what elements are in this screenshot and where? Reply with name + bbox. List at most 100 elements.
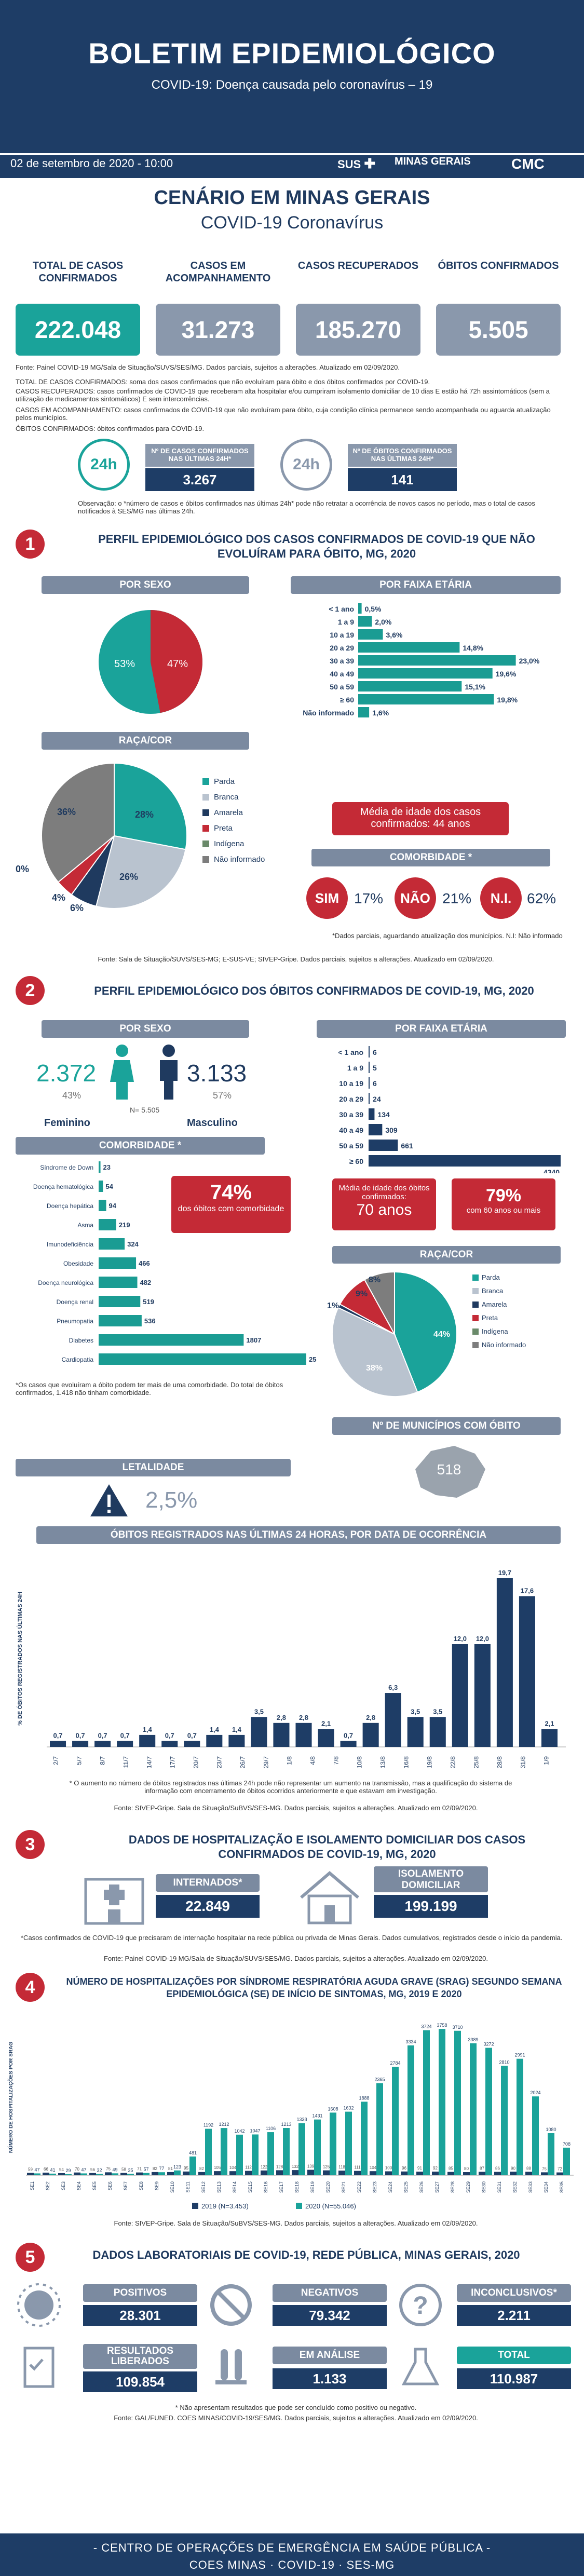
race-pct-label: 0% [16,864,29,874]
race-pct-label: 26% [119,872,138,882]
legend-swatch [472,1315,479,1321]
hospitalized-label: INTERNADOS* [156,1874,260,1892]
lab-label: NEGATIVOS [273,2284,387,2302]
bar-value-2020: 1888 [359,2095,369,2100]
comorb-bar [99,1315,142,1326]
bar-2020 [548,2133,554,2175]
comorb-ni-value: 62% [527,890,556,906]
bar-2019 [27,2173,34,2175]
bar-value-2020: 2784 [390,2060,400,2066]
age-bar [358,616,372,627]
bar-2020 [408,2045,414,2175]
bar-2019 [229,2171,236,2175]
x-tick-label: SE26 [419,2181,424,2193]
bar-value-2020: 1192 [203,2123,213,2128]
comorb-bar [99,1277,138,1288]
age-category-label: ≥ 60 [340,696,354,704]
column-value-label: 0,7 [98,1731,107,1739]
footer-banner [0,2533,584,2576]
comorb-category-label: Síndrome de Down [40,1164,93,1171]
x-tick-label: SE5 [92,2181,97,2190]
kpi-value-deaths: 5.505 [436,304,561,356]
legend-label: 2020 (N=55.046) [305,2202,356,2210]
age-category-label: 20 a 29 [330,644,354,652]
age-category-label: 50 a 59 [339,1142,363,1150]
comorb-category-label: Doença hematológica [33,1183,93,1190]
race-slice [332,1307,418,1397]
bar-value-2020: 1080 [546,2127,556,2132]
bar-value-2019: 95 [184,2166,188,2171]
race-pct-label: 9% [356,1290,368,1298]
last24-cases-label: Nº DE CASOS CONFIRMADOS NAS ÚLTIMAS 24H* [145,444,254,467]
section3-title: DADOS DE HOSPITALIZAÇÃO E ISOLAMENTO DOM… [128,1833,526,1861]
bar-2019 [89,2173,96,2175]
page-title: BOLETIM EPIDEMIOLÓGICO [88,37,496,70]
age-bar [369,1093,370,1104]
deaths-24h-chart: 0,7 0,7 0,7 0,7 1,4 0,7 0,7 1,4 1,4 3,5 2,8 2,8 2,1 0… [17,1569,566,1769]
bar-2020 [174,2170,181,2175]
comorb-value-label: 482 [140,1279,152,1286]
lab-inconclusive-value: 2.211 [457,2305,571,2326]
bar-value-2020: 2991 [514,2053,525,2058]
bar-2020 [112,2173,118,2175]
column-value-label: 3,5 [254,1707,264,1715]
bar-2020 [314,2119,321,2175]
bar-2019 [120,2173,127,2175]
bar-2019 [214,2171,221,2175]
column-bar [161,1741,178,1747]
x-tick-label: SE16 [263,2181,268,2193]
municipalities-value: 518 [437,1461,461,1477]
bar-2020 [283,2128,290,2175]
comorb-value-label: 519 [143,1298,154,1306]
bar-2020 [34,2173,40,2175]
x-tick-label: SE28 [450,2181,455,2193]
x-tick-label: SE8 [139,2181,144,2190]
bar-value-2019: 111 [354,2165,361,2170]
age-category-label: 20 a 29 [339,1095,363,1103]
clock-24h-icon: 24h [78,439,130,491]
bar-value-2019: 75 [542,2166,547,2171]
x-tick-label: 17/7 [169,1756,176,1769]
legend-label: Branca [482,1287,504,1295]
age-category-label: 10 a 19 [330,631,354,639]
column-value-label: 2,1 [545,1719,554,1727]
bar-value-2019: 122 [261,2165,268,2170]
svg-text:?: ? [413,2292,428,2320]
legend-swatch [202,794,209,801]
comorb-bar [99,1334,244,1346]
comorb-category-label: Imunodeficiência [47,1241,93,1248]
age-value-label: 4340 [544,1168,560,1173]
lethality-header: LETALIDADE [16,1459,291,1476]
bar-2020 [361,2102,368,2175]
legend-label: Não informado [482,1341,526,1349]
bar-value-2020: 1047 [250,2128,260,2133]
report-date: 02 de setembro de 2020 - 10:00 [10,157,173,170]
median-age-value: 70 anos [356,1201,412,1218]
minas-gerais-logo: MINAS GERAIS [395,156,471,167]
age-value-label: 19,8% [497,696,518,704]
legend-label: Indígena [482,1327,508,1335]
age-bar [369,1062,370,1073]
bar-2020 [439,2029,445,2175]
legend-label: 2019 (N=3.453) [201,2202,249,2210]
bar-2019 [198,2172,205,2175]
comorb-category-label: Obesidade [63,1260,93,1267]
lab-analysis-value: 1.133 [273,2368,387,2389]
column-value-label: 0,7 [53,1731,62,1739]
female-deaths: 2.372 [36,1060,97,1087]
age-category-label: < 1 ano [338,1048,363,1056]
x-tick-label: 8/7 [99,1756,106,1765]
lab-label: INCONCLUSIVOS* [457,2284,571,2302]
bar-2020 [532,2096,539,2175]
column-bar [251,1717,267,1747]
x-tick-label: SE23 [372,2181,377,2193]
bar-2020 [470,2043,477,2175]
x-tick-label: 13/8 [379,1756,387,1769]
bar-value-2020: 47 [81,2167,86,2172]
x-tick-label: 22/8 [450,1756,457,1769]
x-tick-label: 1/8 [286,1756,293,1765]
comorb-value-label: 23 [103,1163,111,1171]
lab-positive-value: 28.301 [83,2305,197,2326]
bar-2019 [525,2172,532,2175]
bar-2020 [298,2123,305,2175]
